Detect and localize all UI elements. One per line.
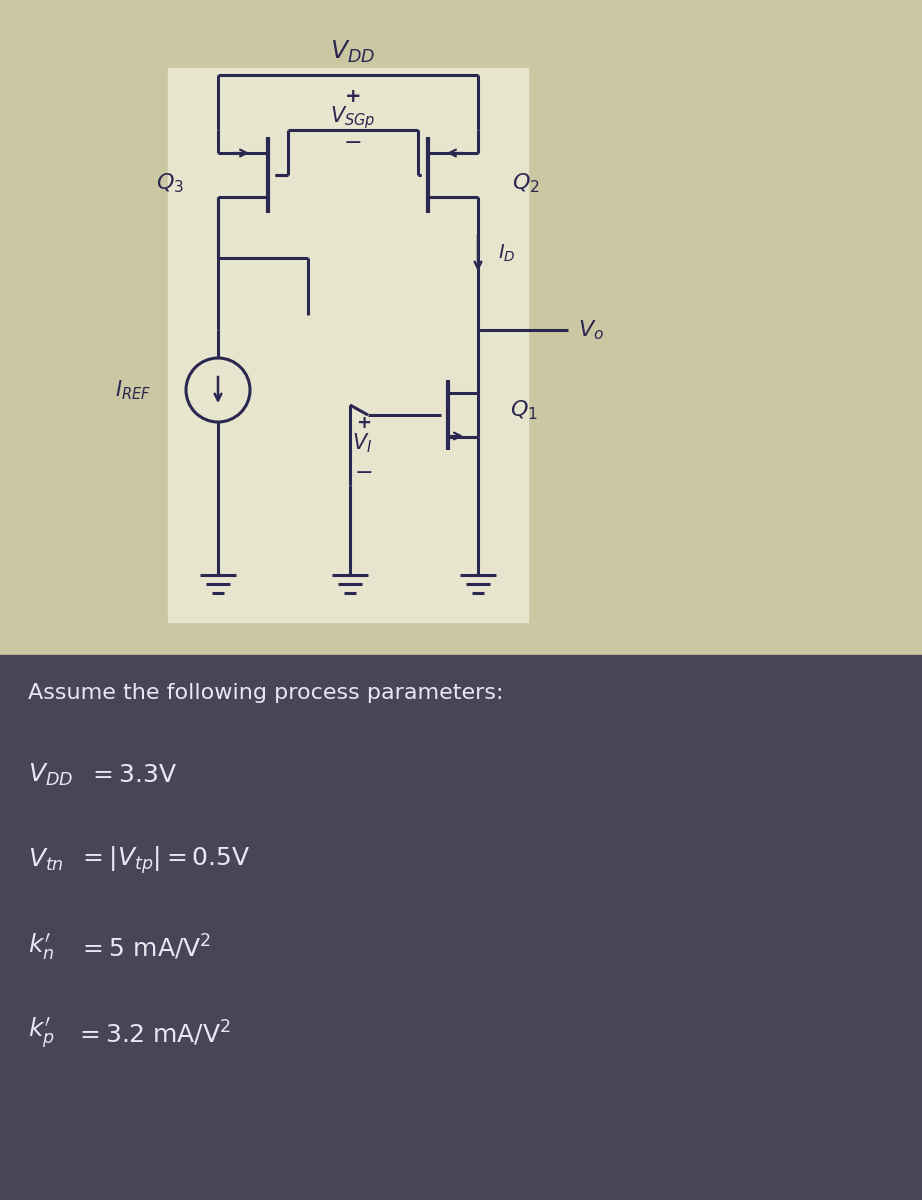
Text: $Q_2$: $Q_2$ — [512, 172, 540, 194]
Text: $Q_3$: $Q_3$ — [156, 172, 184, 194]
Text: +: + — [357, 414, 372, 432]
Bar — [168, 68, 528, 622]
Text: $V_o$: $V_o$ — [578, 318, 604, 342]
Text: $V_{DD}$: $V_{DD}$ — [28, 762, 73, 788]
Text: $V_I$: $V_I$ — [352, 431, 372, 455]
Text: +: + — [345, 88, 361, 107]
Text: $V_{tn}$: $V_{tn}$ — [28, 847, 64, 874]
Bar — [0, 655, 922, 1200]
Text: $k_n'$: $k_n'$ — [28, 931, 54, 962]
Text: Assume the following process parameters:: Assume the following process parameters: — [28, 683, 503, 703]
Text: $I_D$: $I_D$ — [498, 242, 515, 264]
Text: $= 5\ \mathrm{mA/V^2}$: $= 5\ \mathrm{mA/V^2}$ — [78, 932, 211, 961]
Bar — [0, 0, 922, 655]
Text: $k_p'$: $k_p'$ — [28, 1015, 54, 1051]
Text: $Q_1$: $Q_1$ — [510, 398, 538, 421]
Text: $= 3.2\ \mathrm{mA/V^2}$: $= 3.2\ \mathrm{mA/V^2}$ — [75, 1019, 230, 1048]
Text: $= |V_{tp}| = 0.5\mathrm{V}$: $= |V_{tp}| = 0.5\mathrm{V}$ — [78, 844, 251, 876]
Text: −: − — [344, 133, 362, 152]
Text: $= 3.3\mathrm{V}$: $= 3.3\mathrm{V}$ — [88, 763, 177, 787]
Text: $V_{DD}$: $V_{DD}$ — [330, 38, 375, 65]
Text: −: − — [355, 463, 373, 482]
Text: $V_{SGp}$: $V_{SGp}$ — [330, 104, 376, 132]
Text: $I_{REF}$: $I_{REF}$ — [115, 378, 151, 402]
